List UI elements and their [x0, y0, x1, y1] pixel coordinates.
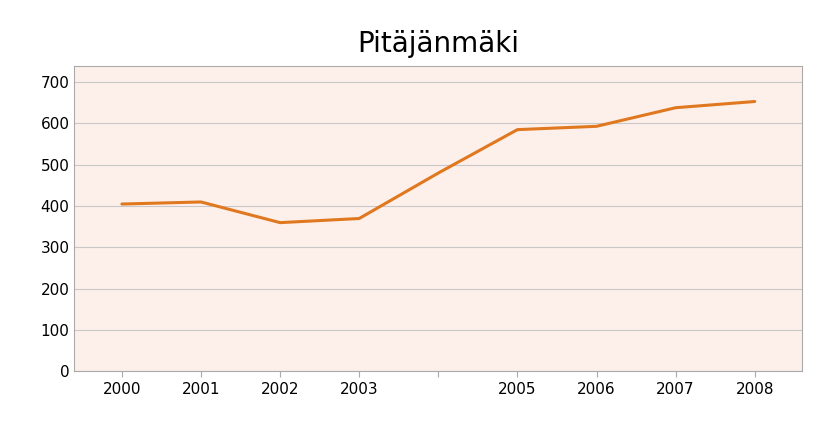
Title: Pitäjänmäki: Pitäjänmäki [357, 30, 519, 58]
